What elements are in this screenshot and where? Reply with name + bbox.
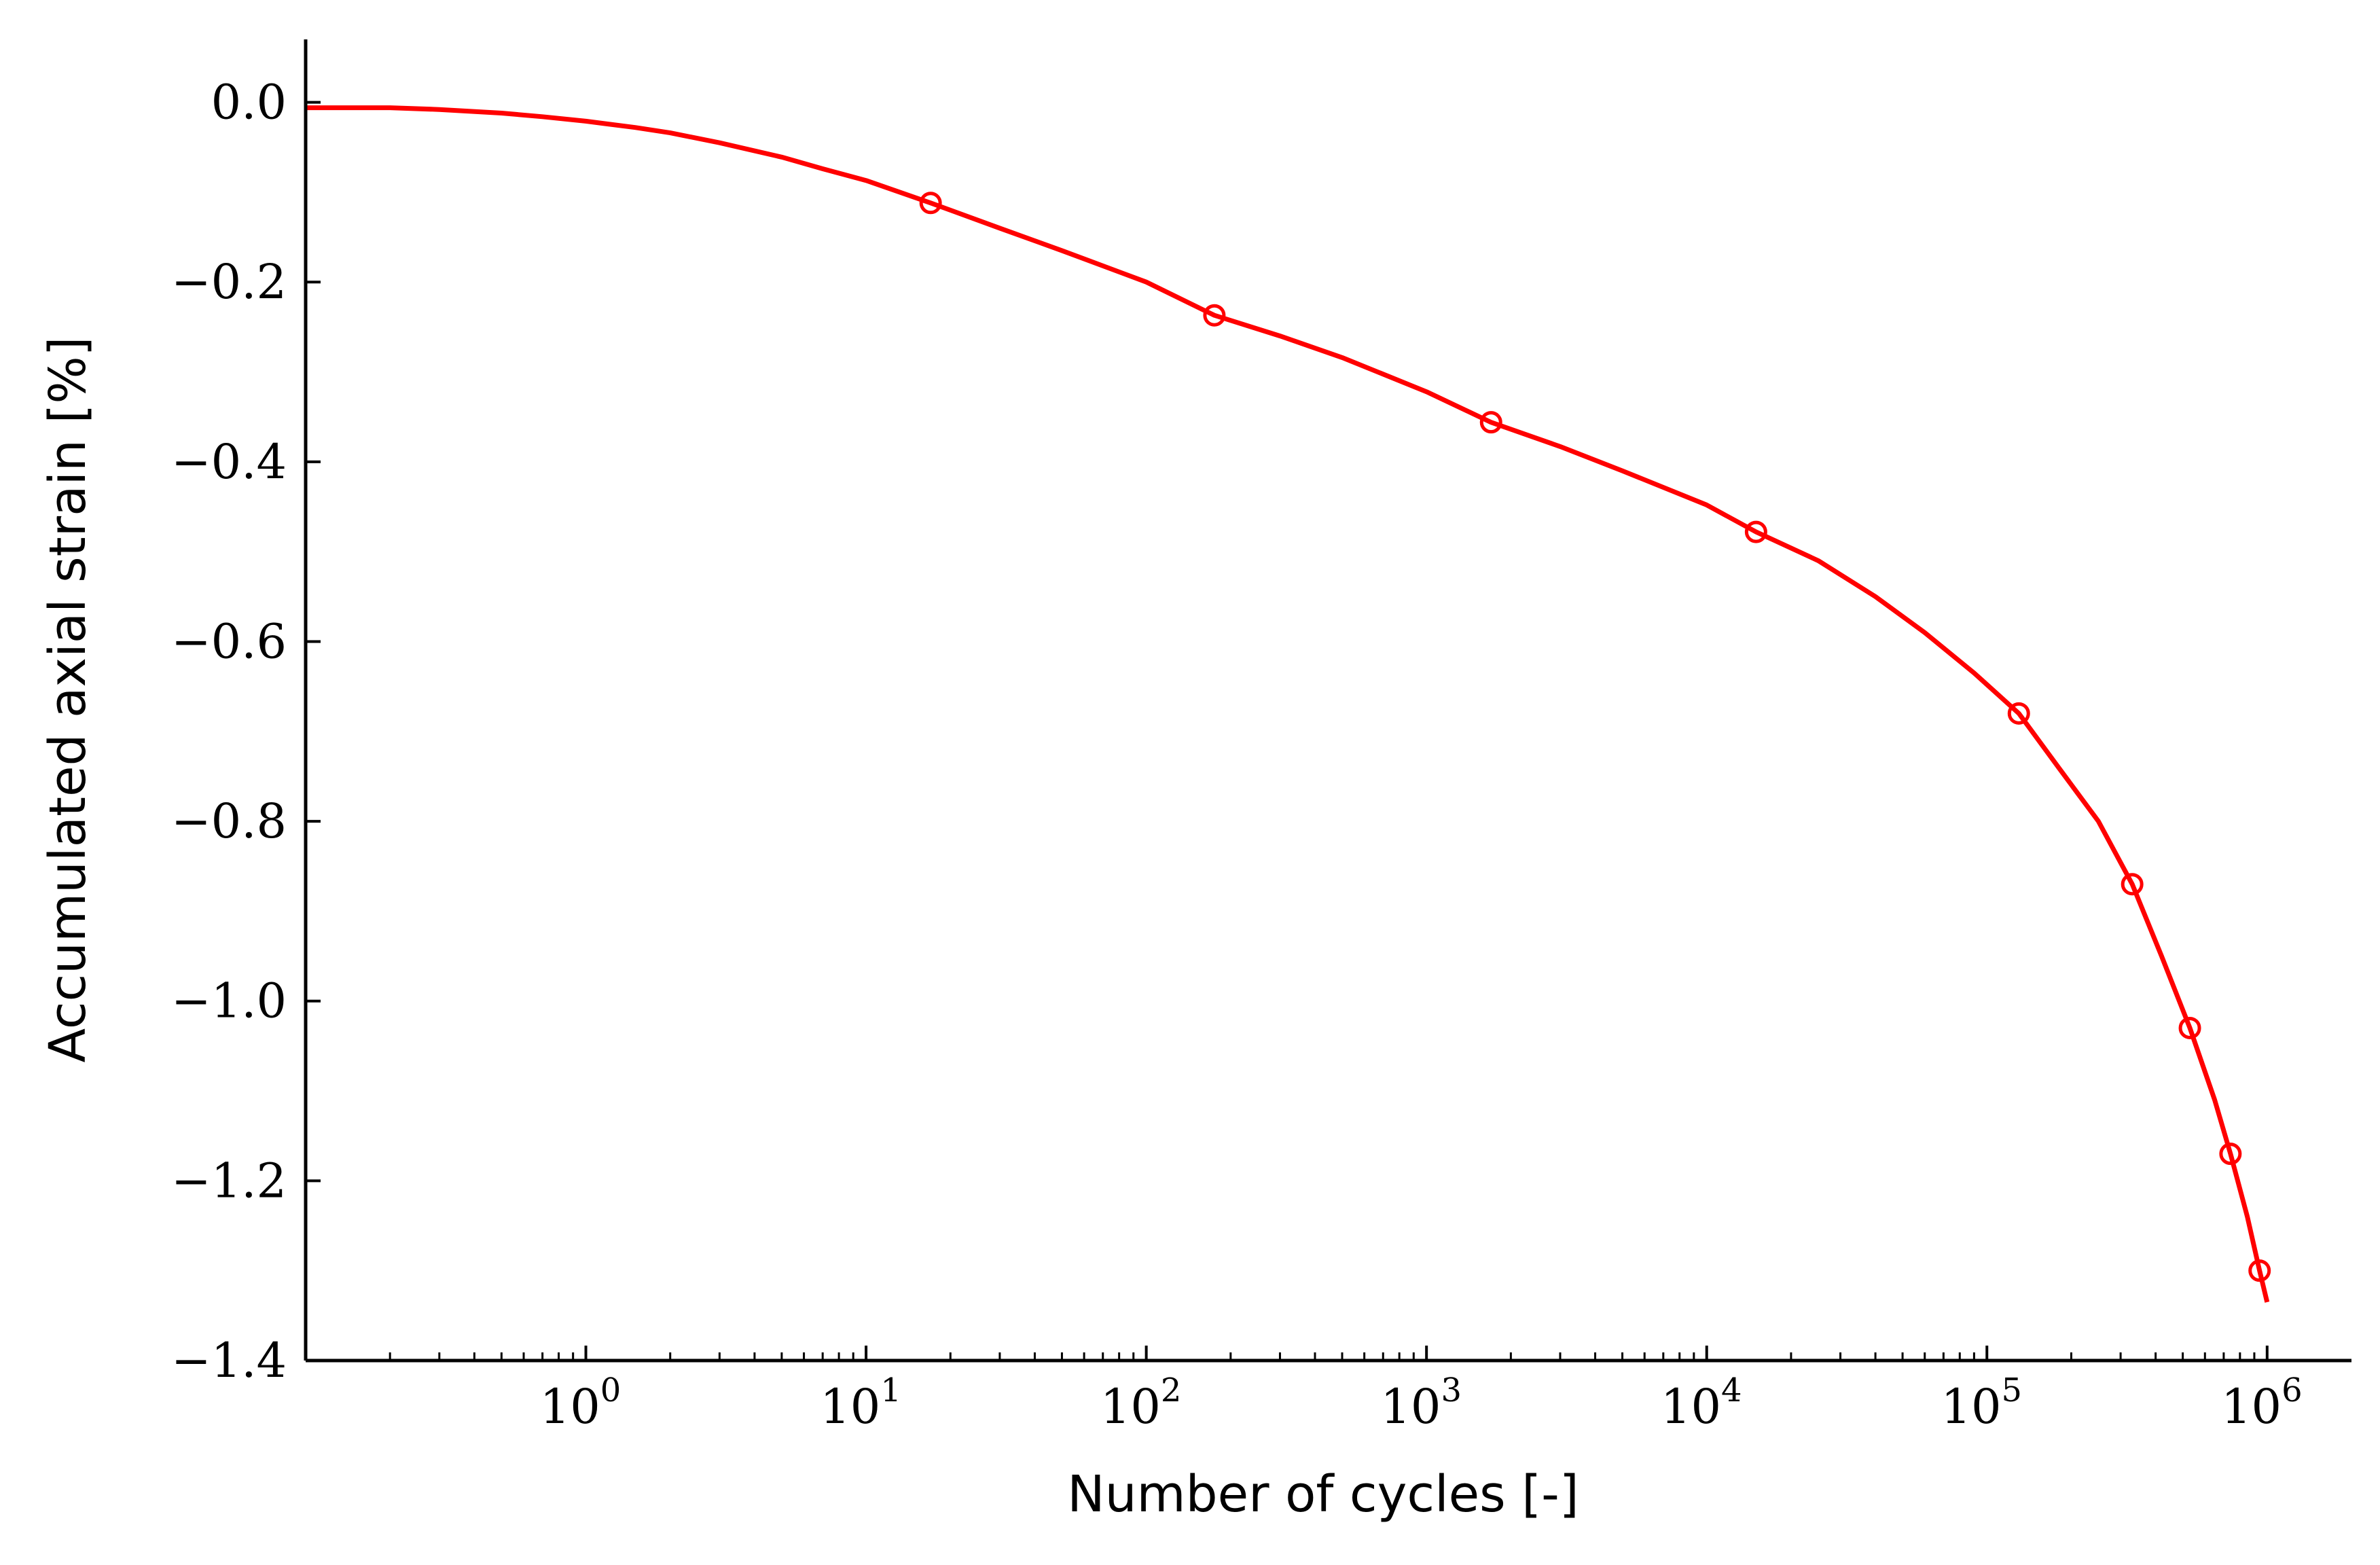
x-tick-label: 104	[1661, 1371, 1742, 1435]
x-tick-label: 105	[1941, 1371, 2022, 1435]
data-point-marker	[1744, 520, 1767, 543]
x-tick-base: 10	[820, 1379, 880, 1435]
x-tick-exponent: 2	[1161, 1371, 1182, 1409]
data-point-marker	[1203, 304, 1226, 327]
x-tick-base: 10	[540, 1379, 600, 1435]
x-tick-label: 106	[2221, 1371, 2303, 1435]
y-tick-label: −0.6	[171, 613, 287, 669]
x-tick-exponent: 4	[1721, 1371, 1742, 1409]
x-axis-ticks: 100 101 102 103 104 105 106	[540, 1346, 2303, 1435]
data-point-marker	[2219, 1143, 2242, 1166]
x-axis-label: Number of cycles [-]	[1067, 1465, 1579, 1524]
data-point-marker	[1479, 411, 1502, 434]
y-tick-label: 0.0	[211, 75, 287, 130]
x-tick-base: 10	[1380, 1379, 1441, 1435]
y-axis-ticks: 0.0 −0.2 −0.4 −0.6 −0.8 −1.0 −1.2 −1.4	[171, 75, 321, 1388]
plot-area	[306, 105, 2271, 1303]
y-tick-label: −1.2	[171, 1153, 287, 1208]
x-tick-label: 103	[1380, 1371, 1462, 1435]
x-tick-label: 102	[1100, 1371, 1182, 1435]
data-point-marker	[2121, 873, 2144, 896]
y-tick-label: −1.0	[171, 973, 287, 1029]
x-tick-exponent: 5	[2002, 1371, 2023, 1409]
y-axis-label: Accumulated axial strain [%]	[39, 336, 97, 1062]
x-tick-label: 101	[820, 1371, 901, 1435]
data-point-marker	[919, 192, 942, 215]
data-point-marker	[2248, 1259, 2271, 1282]
x-tick-exponent: 1	[880, 1371, 901, 1409]
strain-curve	[306, 105, 2270, 1303]
x-tick-base: 10	[1661, 1379, 1721, 1435]
x-tick-exponent: 6	[2282, 1371, 2303, 1409]
x-tick-exponent: 3	[1441, 1371, 1462, 1409]
y-tick-label: −0.2	[171, 254, 287, 310]
data-point-marker	[2007, 702, 2030, 725]
x-tick-base: 10	[2221, 1379, 2282, 1435]
x-tick-base: 10	[1100, 1379, 1161, 1435]
y-tick-label: −0.8	[171, 793, 287, 849]
y-tick-label: −0.4	[171, 434, 287, 490]
x-tick-exponent: 0	[600, 1371, 621, 1409]
x-tick-label: 100	[540, 1371, 621, 1435]
x-tick-base: 10	[1941, 1379, 2001, 1435]
data-point-marker	[2178, 1016, 2201, 1039]
y-tick-label: −1.4	[171, 1333, 287, 1388]
